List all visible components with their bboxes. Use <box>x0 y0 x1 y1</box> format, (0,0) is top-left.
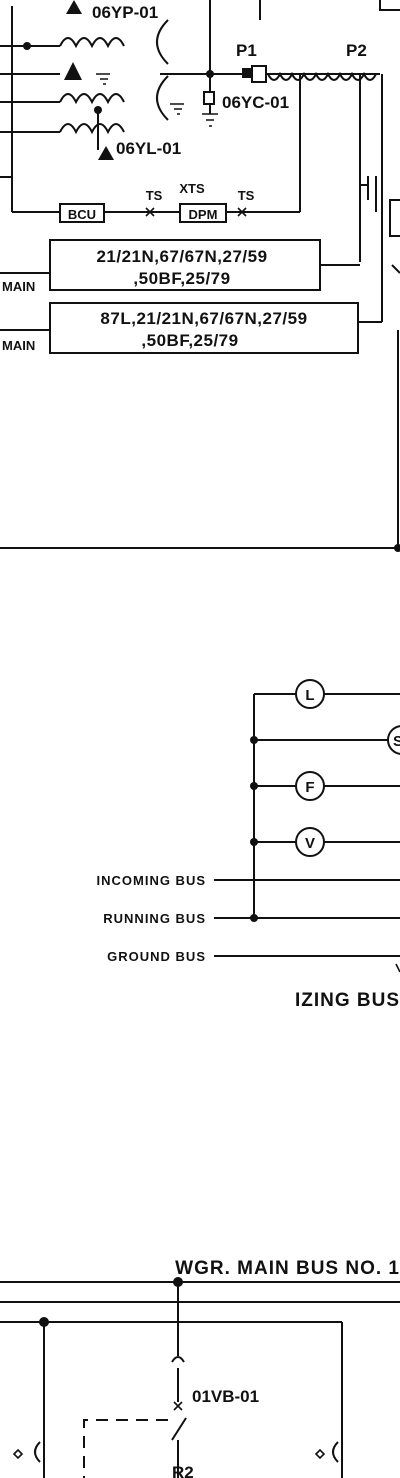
ts-label-2: TS <box>238 188 255 203</box>
ground-symbol-1 <box>96 73 110 85</box>
bcu-label: BCU <box>68 207 96 222</box>
relay-box-2-main-label: MAIN <box>2 338 35 353</box>
ct-label-06yl: 06YL-01 <box>116 139 181 158</box>
ct-panel: BCU DPM TS XTS TS 06YP-01 06YC-01 06YL-0… <box>0 0 400 548</box>
relay-box-1-line1: 21/21N,67/67N,27/59 <box>96 247 267 266</box>
main-bus-section: WGR. MAIN BUS NO. 1 01VB-01 R2 <box>0 1258 400 1478</box>
meter-v: V <box>295 827 325 857</box>
ct-label-06yc: 06YC-01 <box>222 93 289 112</box>
ts-label-1: TS <box>146 188 163 203</box>
relay-box-2-line2: ,50BF,25/79 <box>141 331 238 350</box>
meter-s: S <box>387 725 400 755</box>
test-switch-1 <box>145 207 155 217</box>
breaker-contact <box>171 1417 187 1441</box>
relay-box-1: 21/21N,67/67N,27/59 ,50BF,25/79 MAIN <box>0 239 360 294</box>
ct-polarity-mark-3 <box>98 146 114 160</box>
bushing-right <box>314 1448 326 1460</box>
meter-l-label: L <box>305 687 314 704</box>
bushing-left <box>12 1448 24 1460</box>
test-switch-2 <box>237 207 247 217</box>
meter-f: F <box>295 771 325 801</box>
breaker-label: 01VB-01 <box>192 1387 259 1406</box>
incoming-bus-label: INCOMING BUS <box>97 873 207 888</box>
sync-bus-label: IZING BUS <box>295 990 400 1011</box>
ct-polarity-mark-1 <box>66 0 82 14</box>
ct-polarity-mark-2 <box>64 62 82 80</box>
meter-v-label: V <box>305 835 315 852</box>
meter-s-label: S <box>393 733 400 750</box>
dpm-label: DPM <box>189 207 218 222</box>
terminal-p2: P2 <box>346 41 367 60</box>
ground-bus-label: GROUND BUS <box>107 949 206 964</box>
relay-box-1-main-label: MAIN <box>2 279 35 294</box>
xts-label: XTS <box>179 181 205 196</box>
terminal-p1: P1 <box>236 41 257 60</box>
relay-box-1-line2: ,50BF,25/79 <box>133 269 230 288</box>
meter-l: L <box>295 679 325 709</box>
relay-label-r2: R2 <box>172 1463 194 1478</box>
ground-symbol-3 <box>202 113 218 127</box>
breaker-arc-top <box>171 1356 185 1363</box>
running-bus-label: RUNNING BUS <box>103 911 206 926</box>
ct-coil-3 <box>59 123 125 135</box>
meter-f-label: F <box>305 779 314 796</box>
main-bus-title: WGR. MAIN BUS NO. 1 <box>175 1258 400 1279</box>
metering-section: L S F V INCOMING BUS RUNNING BUS GROUND … <box>97 679 400 1011</box>
ct-coil-1 <box>59 37 125 49</box>
ct-coil-2 <box>59 93 125 105</box>
relay-box-2-line1: 87L,21/21N,67/67N,27/59 <box>100 309 307 328</box>
ct-label-06yp: 06YP-01 <box>92 3 158 22</box>
ground-symbol-2 <box>170 103 184 115</box>
relay-box-2: 87L,21/21N,67/67N,27/59 ,50BF,25/79 MAIN <box>0 302 382 354</box>
